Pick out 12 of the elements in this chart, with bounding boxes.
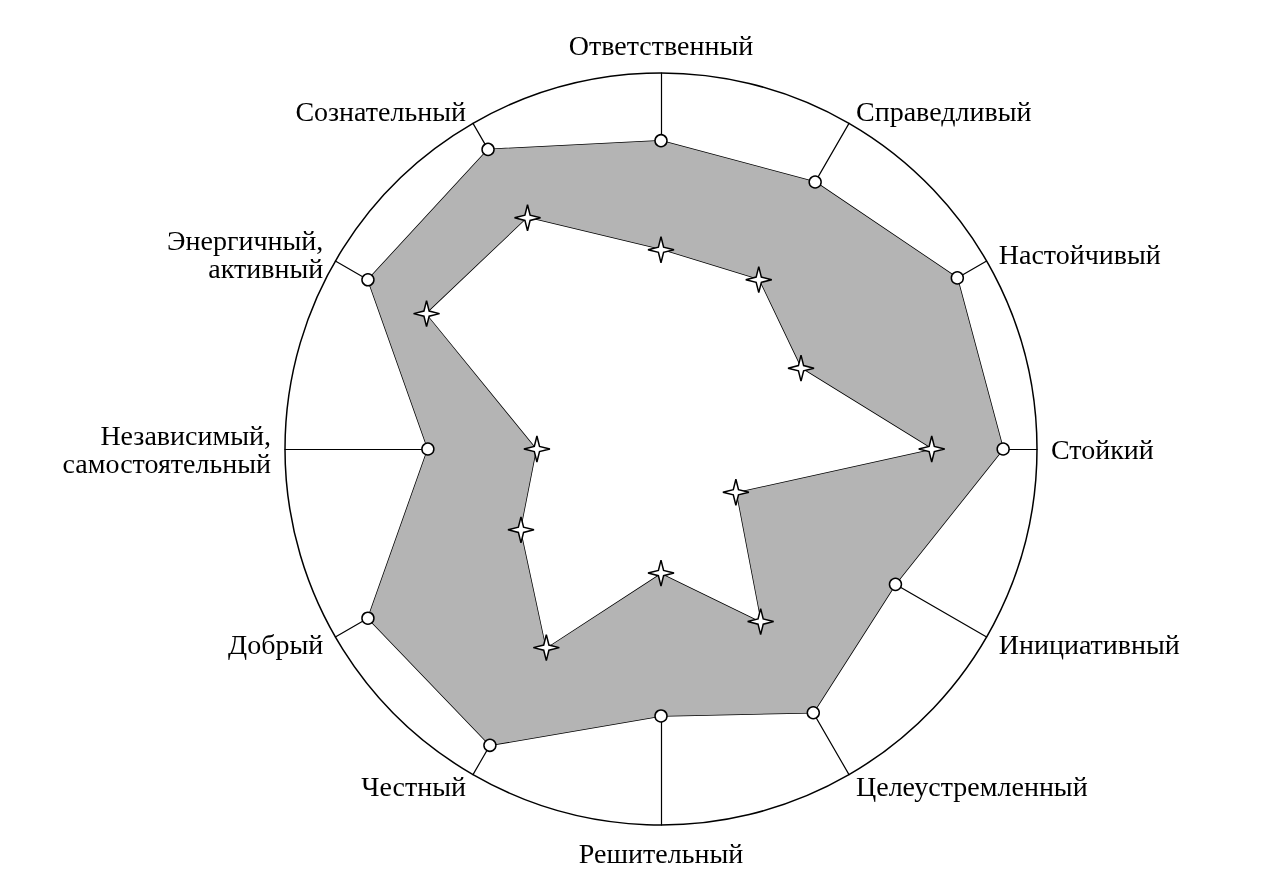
- spoke-label: Решительный: [578, 837, 744, 869]
- spoke-label: Сознательный: [295, 95, 466, 127]
- spoke-label: Стойкий: [1051, 433, 1154, 465]
- spoke-label: Независимый, самостоятельный: [62, 419, 271, 479]
- spoke-label: Справедливый: [856, 95, 1032, 127]
- spoke-label: Ответственный: [568, 29, 754, 61]
- spoke-label: Честный: [361, 771, 466, 803]
- spoke-label: Энергичный, активный: [167, 224, 324, 284]
- spoke-label: Инициативный: [998, 628, 1180, 660]
- spoke-label: Добрый: [228, 628, 324, 660]
- spoke-label: Настойчивый: [998, 238, 1161, 270]
- spoke-label: Целеустремленный: [856, 771, 1088, 803]
